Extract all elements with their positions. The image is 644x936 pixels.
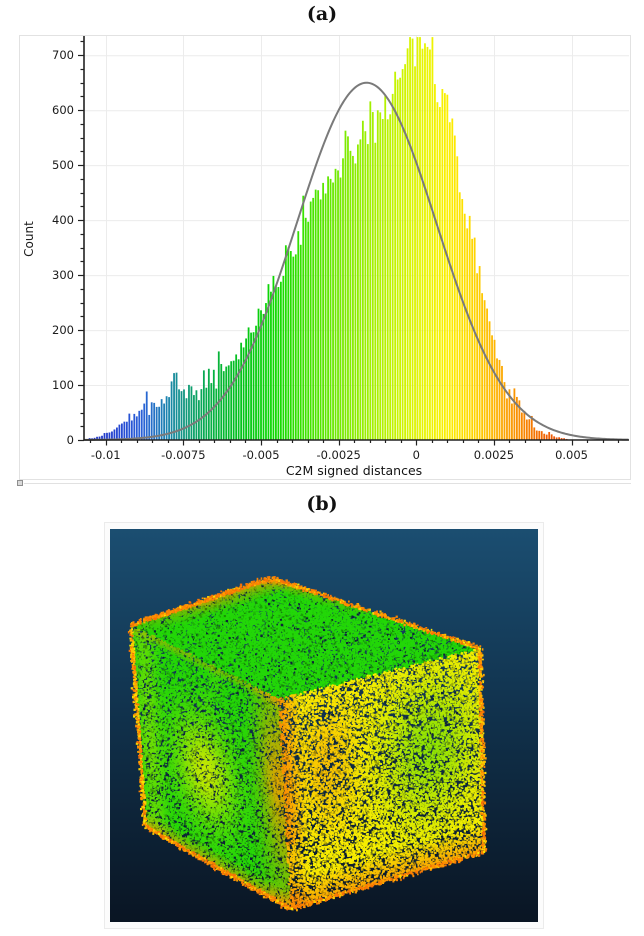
x-tick-label: 0 [412,448,420,462]
x-axis-title: C2M signed distances [285,463,423,478]
panel-a-label: (a) [306,3,338,25]
point-cloud-canvas [110,529,538,922]
x-tick-label: -0.0025 [316,448,361,462]
y-tick-label: 500 [52,158,74,173]
separator-line [24,483,631,484]
y-tick-label: 0 [66,433,74,447]
y-tick-label: 400 [52,213,74,228]
y-tick-label: 600 [52,103,74,118]
x-tick-label: -0.005 [242,448,280,462]
y-tick-label: 200 [52,323,74,338]
panel-b-label: (b) [306,493,338,515]
y-tick-label: 700 [52,48,74,63]
x-tick-label: 0.005 [555,448,589,462]
histogram-panel: Count C2M signed distances 0 100 200 300 400… [19,35,631,480]
y-tick-label: 300 [52,268,74,283]
point-cloud-panel [104,522,544,929]
x-tick-label: -0.0075 [161,448,206,462]
x-tick-label: 0.0025 [473,448,515,462]
histogram-canvas [20,36,630,479]
y-tick-label: 100 [52,378,74,393]
x-tick-label: -0.01 [90,448,121,462]
separator-handle [17,480,23,486]
